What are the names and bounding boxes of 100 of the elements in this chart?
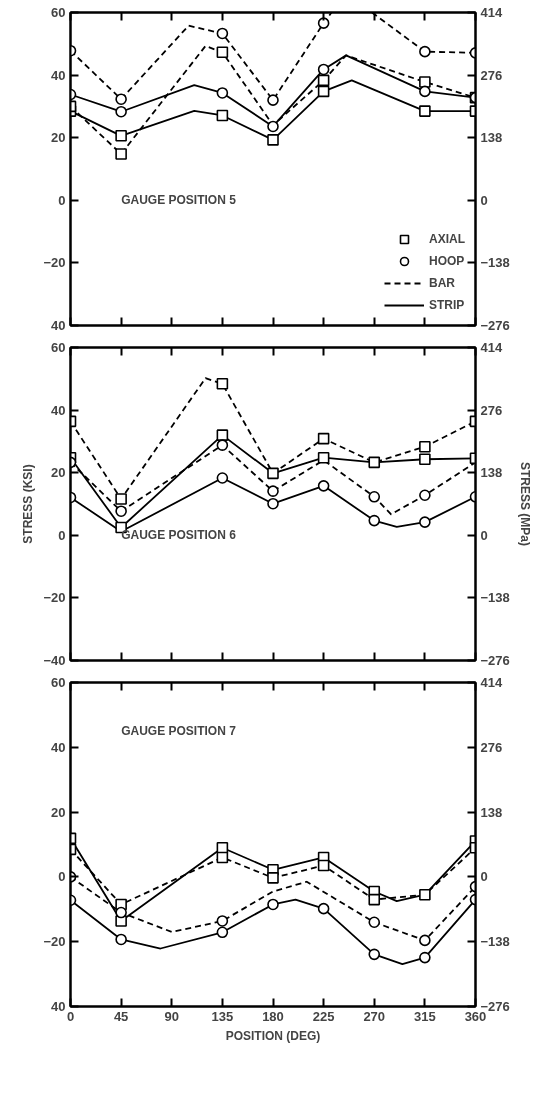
point <box>267 497 279 510</box>
y2-tick-label: 138 <box>480 804 503 820</box>
point <box>419 76 431 88</box>
y2-tick-label: 138 <box>480 465 503 481</box>
y-tick-label: 0 <box>58 192 66 208</box>
x-tick-label: 90 <box>164 1008 179 1024</box>
y-tick-label: 0 <box>58 869 66 885</box>
point <box>115 105 127 118</box>
point <box>317 859 330 872</box>
y-tick-label: −20 <box>43 934 66 950</box>
y-tick-label: 40 <box>51 318 66 333</box>
point <box>419 85 431 98</box>
point <box>115 148 127 160</box>
y2-tick-label: −276 <box>480 318 510 333</box>
point <box>317 451 330 464</box>
x-axis-title: POSITION (DEG) <box>225 1028 321 1043</box>
x-tick-label: 45 <box>113 1008 129 1024</box>
point <box>419 489 431 502</box>
y-tick-label: −20 <box>43 590 66 606</box>
annotation: GAUGE POSITION 5 <box>121 193 237 208</box>
point <box>216 915 229 927</box>
y-tick-label: 40 <box>51 402 66 418</box>
point <box>267 872 279 884</box>
x-tick-label: 135 <box>211 1008 234 1024</box>
point <box>115 505 127 517</box>
point <box>419 951 431 964</box>
y-tick-label: 40 <box>51 739 66 755</box>
y2-tick-label: 414 <box>480 340 503 355</box>
point <box>368 456 381 469</box>
point <box>115 130 127 142</box>
y2-tick-label: −138 <box>480 255 510 271</box>
point <box>267 134 279 146</box>
y-axis-title: STRESS (KSI) <box>21 464 36 544</box>
y2-axis-title: STRESS (MPa) <box>517 461 532 547</box>
y-tick-label: 40 <box>51 999 66 1014</box>
point <box>419 440 431 453</box>
point <box>267 467 279 480</box>
point <box>368 514 381 527</box>
point <box>419 888 431 901</box>
y2-tick-label: −138 <box>480 934 510 950</box>
point <box>317 902 330 915</box>
x-tick-label: 270 <box>363 1008 386 1024</box>
point <box>419 45 431 58</box>
y2-tick-label: 0 <box>480 527 488 543</box>
point <box>115 906 127 919</box>
point <box>216 46 229 59</box>
point <box>267 898 279 911</box>
annotation: GAUGE POSITION 7 <box>121 724 237 739</box>
y2-tick-label: 414 <box>480 5 503 20</box>
y2-tick-label: 0 <box>480 192 488 208</box>
x-tick-label: 180 <box>262 1008 284 1024</box>
point <box>216 429 229 441</box>
point <box>115 93 127 105</box>
y-tick-label: 60 <box>51 5 66 20</box>
y2-tick-label: −276 <box>480 653 510 668</box>
y-tick-label: 20 <box>51 130 66 146</box>
point <box>317 85 330 98</box>
y-tick-label: 60 <box>51 675 66 690</box>
point <box>267 94 279 106</box>
point <box>419 934 431 947</box>
point <box>368 491 381 503</box>
point <box>115 493 127 505</box>
annotation: GAUGE POSITION 6 <box>121 528 237 543</box>
point <box>419 453 431 466</box>
legend-label: STRIP <box>429 298 465 312</box>
y2-tick-label: 276 <box>480 739 503 755</box>
y-tick-label: 20 <box>51 465 66 481</box>
point <box>267 120 279 133</box>
point <box>317 63 330 76</box>
y-tick-label: 0 <box>58 527 66 543</box>
point <box>216 472 229 484</box>
point <box>419 516 431 528</box>
point <box>216 27 229 40</box>
point <box>115 933 127 946</box>
point <box>317 432 330 445</box>
y2-tick-label: 276 <box>480 402 503 418</box>
y-tick-label: 40 <box>51 67 66 83</box>
y2-tick-label: 0 <box>480 869 488 885</box>
point <box>317 17 330 29</box>
point <box>216 378 229 390</box>
point <box>368 948 381 961</box>
point <box>419 105 431 117</box>
x-tick-label: 360 <box>464 1008 487 1024</box>
y-tick-label: 20 <box>51 804 66 820</box>
point <box>216 851 229 864</box>
point <box>216 87 229 99</box>
x-tick-label: 225 <box>312 1008 335 1024</box>
point <box>368 893 381 906</box>
point <box>317 480 330 492</box>
point <box>216 926 229 939</box>
y2-tick-label: 276 <box>480 67 503 83</box>
legend-label: AXIAL <box>429 232 465 246</box>
y-tick-label: −40 <box>43 653 66 668</box>
legend-label: HOOP <box>429 254 465 268</box>
y-tick-label: 60 <box>51 340 66 355</box>
y2-tick-label: 414 <box>480 675 503 690</box>
point <box>216 109 229 122</box>
point <box>317 74 330 87</box>
x-tick-label: 315 <box>414 1008 436 1024</box>
point <box>216 439 229 451</box>
